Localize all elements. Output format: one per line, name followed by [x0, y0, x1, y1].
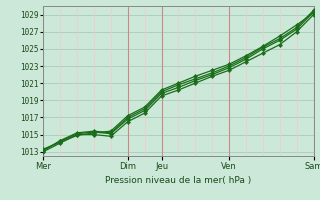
- X-axis label: Pression niveau de la mer( hPa ): Pression niveau de la mer( hPa ): [105, 176, 252, 185]
